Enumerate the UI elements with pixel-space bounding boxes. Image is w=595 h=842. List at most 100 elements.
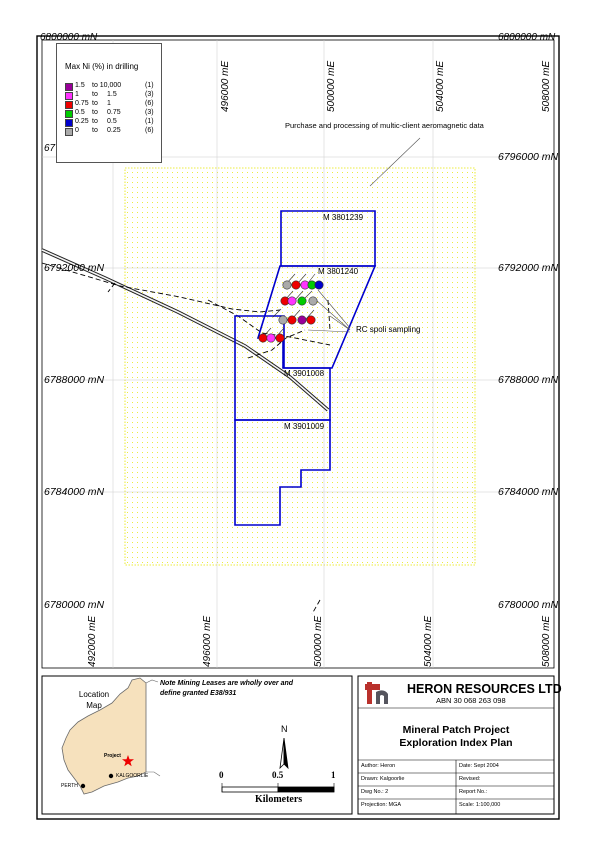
legend-to: to	[92, 127, 98, 134]
legend-to: to	[92, 109, 98, 116]
legend-swatch	[65, 119, 73, 127]
drawn-field: Drawn: Kalgoorlie	[361, 776, 405, 782]
perth-label: PERTH	[61, 783, 78, 789]
corner-label-top-left: 6800000 mN	[40, 32, 98, 43]
legend-from: 0	[75, 127, 79, 134]
road-line	[41, 248, 330, 412]
legend-from: 1	[75, 91, 79, 98]
legend-swatch	[65, 92, 73, 100]
legend-to: to	[92, 100, 98, 107]
legend-from: 0.25	[75, 118, 89, 125]
legend-count: (6)	[145, 127, 154, 134]
legend-swatch	[65, 128, 73, 136]
northing-label-left: 6780000 mN	[44, 599, 105, 611]
legend-swatch	[65, 83, 73, 91]
legend-count: (3)	[145, 91, 154, 98]
plan-title: Exploration Index Plan	[399, 737, 513, 749]
legend-upper: 1	[107, 100, 111, 107]
drill-holes	[258, 273, 324, 343]
easting-label-bottom: 500000 mE	[313, 615, 324, 667]
legend-to: to	[92, 91, 98, 98]
tenement-boundaries	[234, 210, 377, 526]
legend-to: to 10,000	[92, 82, 122, 89]
company-name: HERON RESOURCES LTD	[407, 682, 562, 696]
easting-label-top: 496000 mE	[220, 60, 231, 112]
leader-lines	[307, 137, 421, 333]
tenement-label: M 3901009	[284, 422, 325, 431]
corner-label-top-right: 6800000 mN	[498, 32, 556, 43]
project-label: Project	[104, 753, 121, 759]
mining-lease-note: Note Mining Leases are wholly over and d…	[160, 680, 294, 697]
tenement-label: M 3801240	[318, 267, 359, 276]
rc-sampling-annotation: RC spoli sampling	[356, 325, 421, 334]
legend-upper: 0.25	[107, 127, 121, 134]
legend-from: 0.5	[75, 109, 85, 116]
legend-count: (6)	[145, 100, 154, 107]
project-star-icon	[122, 755, 134, 767]
kalgoorlie-dot-icon	[108, 773, 114, 779]
author-field: Author: Heron	[361, 763, 396, 769]
scale-tick-label: 1	[331, 770, 336, 780]
heron-logo	[365, 682, 388, 704]
legend-title: Max Ni (%) in drilling	[65, 62, 139, 71]
date-field: Date: Sept 2004	[459, 763, 499, 769]
northing-label-left: 6788000 mN	[44, 374, 105, 386]
grid-lines	[42, 40, 554, 668]
kalgoorlie-label: KALGOORLIE	[116, 773, 149, 779]
scale-tick-label: 0	[219, 770, 224, 780]
tenement-3801240	[256, 265, 377, 369]
easting-label-bottom: 496000 mE	[202, 615, 213, 667]
legend-count: (1)	[145, 82, 154, 89]
easting-label-bottom: 504000 mE	[423, 615, 434, 667]
report-field: Report No.:	[459, 789, 488, 795]
legend-swatch	[65, 101, 73, 109]
easting-label-bottom: 508000 mE	[541, 615, 552, 667]
map-frame	[41, 39, 555, 669]
tenement-label: M 3801239	[323, 213, 364, 222]
legend-upper: 0.75	[107, 109, 121, 116]
northing-label-right: 6784000 mN	[498, 486, 559, 498]
project-title: Mineral Patch Project	[402, 724, 510, 736]
northing-label-right: 6788000 mN	[498, 374, 559, 386]
easting-label-top: 508000 mE	[541, 60, 552, 112]
legend-upper: 0.5	[107, 118, 117, 125]
projection-field: Projection: MGA	[361, 802, 402, 808]
legend: Max Ni (%) in drilling 1.5 to 10,000 (1)…	[56, 43, 162, 163]
legend-to: to	[92, 118, 98, 125]
easting-label-bottom: 492000 mE	[87, 615, 98, 667]
northing-label-left: 6784000 mN	[44, 486, 105, 498]
legend-count: (1)	[145, 118, 154, 125]
title-block-grid	[358, 707, 554, 814]
dashed-tracks	[41, 262, 331, 615]
perth-dot-icon	[80, 783, 86, 789]
scale-tick-label: 0.5	[272, 770, 284, 780]
tenement-3901009	[234, 419, 331, 526]
tenement-label: M 3901008	[284, 369, 325, 378]
revised-field: Revised:	[459, 776, 481, 782]
legend-upper: 1.5	[107, 91, 117, 98]
scale-unit-label: Kilometers	[255, 794, 303, 805]
partial-northing-label: 67	[44, 143, 56, 154]
location-panel	[41, 675, 353, 815]
outer-frame	[36, 35, 560, 820]
scale-bar	[221, 783, 335, 793]
northing-label-right: 6792000 mN	[498, 262, 559, 274]
legend-count: (3)	[145, 109, 154, 116]
easting-label-top: 500000 mE	[326, 60, 337, 112]
northing-label-right: 6780000 mN	[498, 599, 559, 611]
north-arrow-icon	[279, 737, 289, 770]
north-label: N	[281, 724, 288, 734]
company-abn: ABN 30 068 263 098	[436, 696, 506, 705]
easting-label-top: 504000 mE	[435, 60, 446, 112]
legend-from: 1.5	[75, 82, 85, 89]
legend-swatch	[65, 110, 73, 118]
aeromag-annotation: Purchase and processing of multic-client…	[285, 121, 484, 130]
northing-label-right: 6796000 mN	[498, 151, 559, 163]
scale-field: Scale: 1:100,000	[459, 802, 501, 808]
aeromag-survey-area	[124, 167, 476, 566]
location-map-title: Location Map	[78, 690, 110, 710]
northing-label-left: 6792000 mN	[44, 262, 105, 274]
dwg-field: Dwg No.: 2	[361, 789, 389, 795]
legend-from: 0.75	[75, 100, 89, 107]
